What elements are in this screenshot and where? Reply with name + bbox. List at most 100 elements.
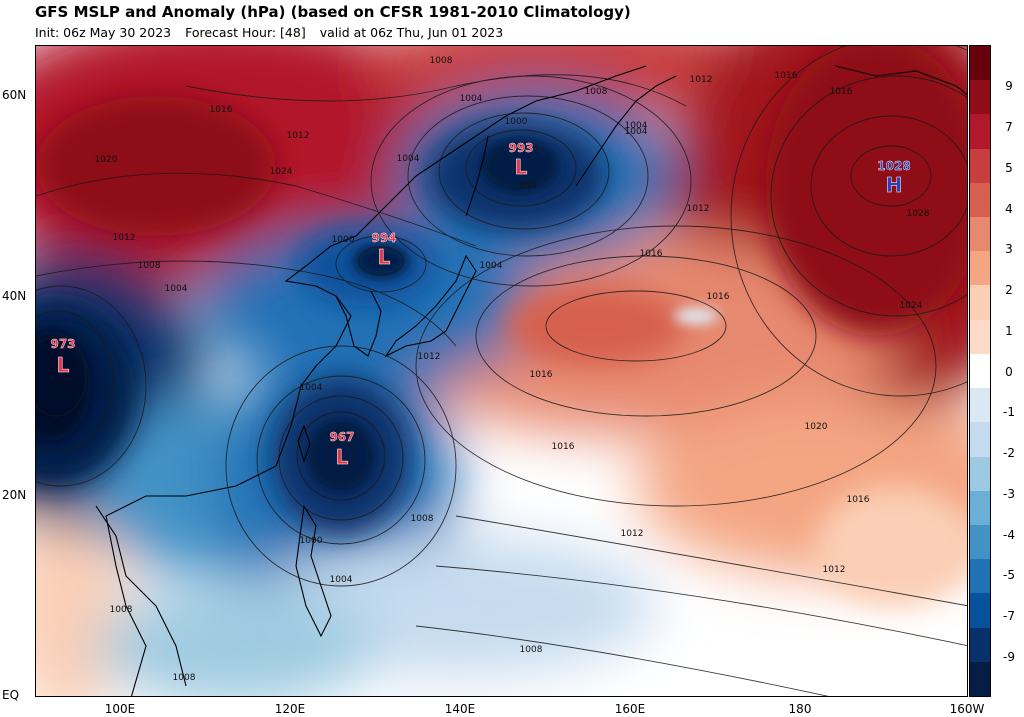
colorbar-tick-label: -4 (1003, 528, 1015, 542)
isobar-label: 1008 (411, 514, 434, 524)
lon-label-160w: 160W (949, 702, 985, 716)
anomaly-field (36, 46, 967, 696)
isobar-label: 1012 (823, 565, 846, 575)
isobar-label: 1004 (460, 94, 483, 104)
isobar-label: 1004 (397, 154, 420, 164)
colorbar-segment (970, 46, 990, 81)
valid-time: valid at 06z Thu, Jun 01 2023 (319, 25, 504, 40)
isobar-label: 1016 (707, 292, 730, 302)
isobar-label: 1016 (830, 87, 853, 97)
colorbar-tick-label: -2 (1003, 446, 1015, 460)
system-973-value: 973 (50, 337, 75, 351)
map-subtitle: Init: 06z May 30 2023 Forecast Hour: [48… (35, 25, 513, 40)
map-panel: 993 L 994 L 973 L 967 L 1028 H 1008 1016… (35, 45, 968, 697)
isobar-label: 1012 (687, 204, 710, 214)
colorbar-tick-label: 7 (1005, 120, 1013, 134)
colorbar-tick-label: 4 (1005, 202, 1013, 216)
colorbar-tick-label: 3 (1005, 242, 1013, 256)
colorbar-segment (970, 524, 990, 560)
colorbar-segment (970, 559, 990, 594)
init-time: Init: 06z May 30 2023 (35, 25, 172, 40)
isobar-label: 1012 (113, 233, 136, 243)
colorbar-segment (970, 114, 990, 150)
system-994-value: 994 (371, 231, 396, 245)
isobar-label: 1004 (300, 383, 323, 393)
isobar-label: 1012 (621, 529, 644, 539)
isobar-label: 1016 (640, 249, 663, 259)
isobar-label: 1012 (690, 75, 713, 85)
isobar-label: 1000 (332, 235, 355, 245)
system-1028-value: 1028 (877, 159, 910, 173)
isobar-label: 1016 (775, 71, 798, 81)
colorbar-segment (970, 593, 990, 629)
isobar-label: 1024 (270, 167, 293, 177)
isobar-label: 1008 (138, 261, 161, 271)
anomaly-colorbar (969, 45, 991, 697)
isobar-label: 1008 (110, 605, 133, 615)
low-973-symbol: L (57, 353, 70, 377)
isobar-label: 1008 (520, 645, 543, 655)
system-967-value: 967 (329, 430, 354, 444)
high-1028-symbol: H (886, 173, 903, 197)
colorbar-segment (970, 388, 990, 423)
colorbar-segment (970, 456, 990, 492)
colorbar-segment (970, 80, 990, 115)
isobar-labels: 1008 1016 1012 1020 1024 1004 1000 996 1… (95, 56, 930, 683)
colorbar-segment (970, 251, 990, 286)
colorbar-tick-label: -1 (1003, 405, 1015, 419)
colorbar-tick-label: -3 (1003, 487, 1015, 501)
isobar-label: 1004 (625, 121, 648, 131)
low-993-symbol: L (515, 155, 528, 179)
coastlines (95, 65, 967, 696)
isobar-label: 1016 (847, 495, 870, 505)
lat-label-eq: EQ (2, 688, 20, 702)
lon-label-140e: 140E (444, 702, 476, 716)
isobar-label: 1028 (907, 209, 930, 219)
isobar-label: 1008 (430, 56, 453, 66)
system-993-value: 993 (508, 141, 533, 155)
colorbar-segment (970, 627, 990, 663)
map-title: GFS MSLP and Anomaly (hPa) (based on CFS… (35, 3, 631, 21)
isobar-contours (36, 46, 967, 696)
colorbar-tick-label: 5 (1005, 161, 1013, 175)
mslp-anomaly-map: 993 L 994 L 973 L 967 L 1028 H 1008 1016… (36, 46, 967, 696)
isobar-label: 996 (519, 181, 536, 191)
isobar-label: 1008 (173, 673, 196, 683)
colorbar-segment (970, 661, 990, 697)
colorbar-tick-label: 0 (1005, 365, 1013, 379)
lon-label-100e: 100E (104, 702, 136, 716)
isobar-label: 1004 (625, 127, 648, 137)
colorbar-tick-label: 1 (1005, 324, 1013, 338)
low-994-symbol: L (378, 245, 391, 269)
isobar-label: 1016 (530, 370, 553, 380)
isobar-label: 1004 (330, 575, 353, 585)
colorbar-segment (970, 422, 990, 458)
isobar-label: 1020 (95, 155, 118, 165)
isobar-label: 1016 (552, 442, 575, 452)
lon-label-120e: 120E (274, 702, 306, 716)
isobar-label: 1012 (418, 352, 441, 362)
colorbar-tick-label: 9 (1005, 79, 1013, 93)
lat-label-60n: 60N (2, 88, 27, 102)
colorbar-tick-label: -9 (1003, 650, 1015, 664)
lat-label-20n: 20N (2, 488, 27, 502)
colorbar-segment (970, 285, 990, 321)
isobar-label: 1004 (480, 261, 503, 271)
colorbar-segment (970, 353, 990, 389)
isobar-label: 1020 (805, 422, 828, 432)
colorbar-tick-label: -7 (1003, 609, 1015, 623)
lat-label-40n: 40N (2, 289, 27, 303)
isobar-label: 1004 (165, 284, 188, 294)
isobar-label: 1024 (900, 301, 923, 311)
pressure-systems: 993 L 994 L 973 L 967 L 1028 H (50, 141, 911, 469)
lon-label-180: 180 (788, 702, 812, 716)
colorbar-segment (970, 319, 990, 355)
isobar-label: 1012 (287, 131, 310, 141)
colorbar-segment (970, 217, 990, 252)
colorbar-segment (970, 490, 990, 526)
isobar-label: 1000 (300, 536, 323, 546)
colorbar-tick-label: -5 (1003, 568, 1015, 582)
lon-label-160e: 160E (614, 702, 646, 716)
colorbar-tick-label: 2 (1005, 283, 1013, 297)
forecast-hour: Forecast Hour: [48] (185, 25, 306, 40)
